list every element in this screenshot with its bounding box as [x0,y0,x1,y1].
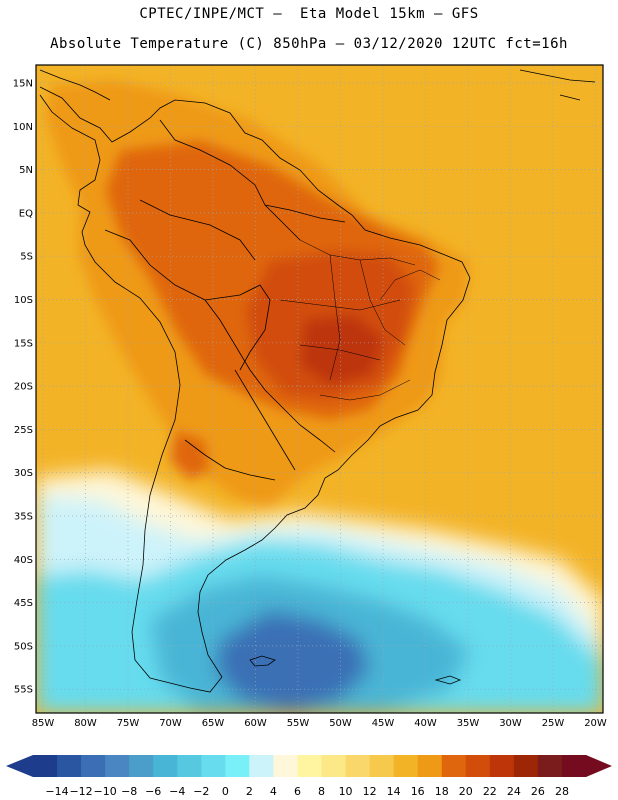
colorbar-swatch [153,755,178,777]
colorbar-label: 28 [555,785,569,798]
map-title-line-1: CPTEC/INPE/MCT – Eta Model 15km – GFS [139,6,479,22]
colorbar-swatch [297,755,322,777]
lon-label: 50W [329,718,352,729]
lon-label: 35W [457,718,480,729]
lat-label: 10N [13,122,33,133]
colorbar-swatch [369,755,395,777]
deep-cold-core [215,610,370,713]
lon-label: 75W [117,718,140,729]
colorbar-swatch [273,755,298,777]
colorbar-swatch [81,755,106,777]
colorbar-label: 26 [531,785,545,798]
colorbar: −14 −12 −10 −8 −6 −4 −2 0 2 4 6 8 10 12 14 16 18 20 22 24 26… [6,755,612,798]
lat-label: 5S [20,252,33,263]
lat-label: 40S [14,555,33,566]
colorbar-swatch [201,755,226,777]
coastlines-and-borders [39,69,596,693]
colorbar-swatch [321,755,346,777]
latitude-labels: 15N 10N 5N EQ 5S 10S 15S 20S 25S 30S 35S 40S 45S 50S 5… [13,79,33,696]
colorbar-label: 4 [270,785,277,798]
lon-label: 45W [372,718,395,729]
lat-label: 10S [14,295,33,306]
temperature-field [36,65,603,713]
map-frame [35,64,604,714]
colorbar-swatch [57,755,82,777]
colorbar-label: 22 [483,785,497,798]
colorbar-label: 24 [507,785,521,798]
colorbar-swatch [489,755,515,777]
lat-label: 45S [14,598,33,609]
colorbar-swatch [465,755,491,777]
lon-label: 55W [287,718,310,729]
colorbar-swatch [33,755,58,777]
colorbar-label: 20 [459,785,473,798]
caribbean-coast [519,69,596,101]
colorbar-swatch [177,755,202,777]
south-georgia [434,675,462,685]
lat-lon-grid [36,65,603,713]
land-peak-field [300,315,385,385]
colorbar-swatch [225,755,250,777]
lat-label: 35S [14,512,33,523]
lat-label: 50S [14,641,33,652]
colorbar-swatch [441,755,467,777]
colorbar-label: 8 [318,785,325,798]
colorbar-label: −2 [193,785,209,798]
colorbar-swatch [105,755,130,777]
colorbar-label: 2 [246,785,253,798]
colorbar-swatch [249,755,274,777]
lon-label: 60W [244,718,267,729]
southwest-warm-patch [170,430,210,480]
colorbar-label: −10 [94,785,117,798]
lat-label: 55S [14,685,33,696]
lon-label: 85W [32,718,55,729]
falkland-islands [249,655,276,667]
colorbar-label: 10 [339,785,353,798]
colorbar-label: −12 [69,785,92,798]
lon-label: 70W [159,718,182,729]
lon-label: 65W [202,718,225,729]
colorbar-swatch [129,755,154,777]
colorbar-swatch [417,755,443,777]
lat-label: EQ [19,208,33,219]
country-borders [104,119,346,481]
colorbar-label: 14 [387,785,401,798]
colorbar-swatch [561,755,587,777]
lat-label: 30S [14,468,33,479]
brazil-state-borders [279,239,441,401]
colorbar-under-arrow [6,755,33,777]
colorbar-label: −14 [45,785,68,798]
colorbar-label: −8 [121,785,137,798]
lat-label: 25S [14,425,33,436]
lon-label: 25W [542,718,565,729]
lon-label: 40W [414,718,437,729]
south-america-coastline [39,86,471,693]
lon-label: 30W [499,718,522,729]
lon-label: 80W [74,718,97,729]
lat-label: 15S [14,338,33,349]
lon-label: 20W [584,718,607,729]
colorbar-label: 6 [294,785,301,798]
colorbar-label: 12 [363,785,377,798]
colorbar-over-arrow [586,755,612,777]
colorbar-label: 18 [435,785,449,798]
longitude-labels: 85W 80W 75W 70W 65W 60W 55W 50W 45W 40W 35W 30W 25W 2… [32,718,607,729]
map-title-line-2: Absolute Temperature (C) 850hPa – 03/12/… [50,36,568,52]
colorbar-swatch [537,755,563,777]
colorbar-label: −6 [145,785,161,798]
colorbar-label: 16 [411,785,425,798]
colorbar-swatch [345,755,371,777]
central-america-coast [39,69,111,101]
colorbar-label: −4 [169,785,185,798]
lat-label: 15N [13,79,33,90]
colorbar-swatch [513,755,539,777]
colorbar-label: 0 [222,785,229,798]
lat-label: 20S [14,382,33,393]
colorbar-swatch [393,755,419,777]
lat-label: 5N [19,165,33,176]
